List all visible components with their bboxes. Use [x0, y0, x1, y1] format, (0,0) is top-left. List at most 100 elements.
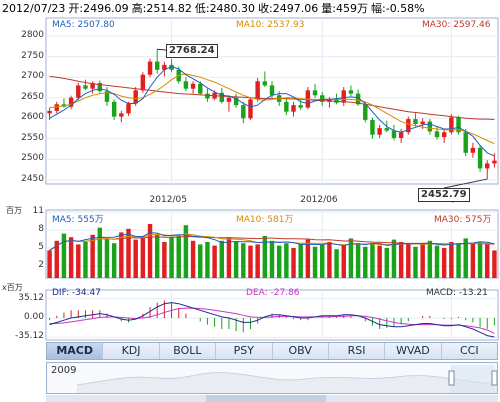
volume-bar — [348, 238, 354, 278]
candle-body — [90, 82, 95, 89]
candle-body — [183, 81, 189, 89]
candle-body — [233, 97, 239, 106]
price-ma30-legend: MA30: 2597.46 — [422, 20, 491, 30]
candle-body — [111, 101, 117, 117]
price-ma5-legend: MA5: 2507.80 — [52, 20, 115, 30]
candle-body — [470, 147, 476, 153]
dea-line — [49, 307, 495, 334]
candle-body — [262, 81, 268, 86]
price-tick-label: 2650 — [21, 91, 44, 102]
volume-tick-label: 5 — [38, 242, 44, 252]
volume-ma10-legend: MA10: 581万 — [236, 215, 294, 225]
candle-body — [377, 128, 382, 135]
tab-wvad[interactable]: WVAD — [385, 343, 442, 359]
high-marker-line — [157, 48, 167, 51]
candle-body — [226, 97, 232, 102]
candle-body — [97, 82, 103, 92]
volume-bar — [198, 244, 203, 278]
volume-bar — [97, 227, 103, 278]
tab-macd[interactable]: MACD — [47, 343, 104, 359]
stock-chart — [45, 17, 499, 341]
ma5-line — [49, 65, 495, 157]
volume-bar — [312, 246, 318, 278]
volume-bar — [355, 243, 361, 278]
navigator-year: 2009 — [51, 365, 77, 376]
range-navigator[interactable]: 2009 — [46, 362, 498, 394]
price-tick-label: 2500 — [21, 153, 44, 164]
volume-bar — [212, 245, 217, 278]
tab-rsi[interactable]: RSI — [329, 343, 386, 359]
macd-value-legend: MACD: -13.21 — [426, 288, 488, 298]
navigator-scrollbar[interactable] — [46, 395, 498, 402]
candle-body — [477, 147, 483, 169]
volume-bar — [319, 244, 325, 278]
candle-body — [384, 128, 390, 131]
macd-dif-legend: DIF: -34.47 — [52, 288, 101, 298]
candle-body — [492, 160, 497, 164]
volume-bar — [226, 237, 232, 278]
volume-bar — [384, 248, 390, 278]
indicator-tabs: MACD KDJ BOLL PSY OBV RSI WVAD CCI — [46, 342, 498, 360]
price-tick-label: 2550 — [21, 132, 44, 143]
candle-body — [370, 119, 375, 135]
candle-body — [355, 93, 361, 105]
candle-body — [413, 119, 418, 125]
candle-body — [219, 92, 225, 102]
volume-bar — [427, 240, 433, 278]
panel-frame — [45, 289, 499, 341]
volume-bar — [492, 250, 497, 278]
candle-body — [363, 104, 368, 120]
volume-bar — [147, 224, 153, 278]
volume-bar — [190, 240, 196, 278]
volume-bar — [140, 238, 146, 278]
candle-body — [391, 130, 397, 138]
open-value: 2496.09 — [83, 2, 129, 15]
volume-bar — [434, 245, 440, 278]
candle-body — [133, 90, 138, 104]
price-tick-label: 2750 — [21, 50, 44, 61]
change-value: -0.58% — [385, 2, 425, 15]
macd-tick-label: 35.12 — [18, 292, 44, 303]
volume-bar — [441, 248, 447, 278]
low-marker-line — [443, 178, 488, 189]
tab-boll[interactable]: BOLL — [160, 343, 217, 359]
volume-bar — [68, 237, 74, 278]
volume-bar — [485, 244, 490, 278]
volume-unit-label: 百万 — [6, 206, 22, 215]
candle-body — [198, 83, 203, 94]
x-tick-label: 2012/05 — [149, 195, 187, 205]
tab-kdj[interactable]: KDJ — [103, 343, 160, 359]
period-low-label: 2452.79 — [418, 188, 470, 202]
volume-bar — [255, 244, 260, 278]
candle-body — [154, 61, 160, 70]
candle-body — [147, 61, 153, 75]
candle-body — [427, 121, 433, 132]
navigator-scroll-thumb[interactable] — [206, 395, 326, 402]
candle-body — [119, 113, 124, 117]
high-value: 2514.82 — [146, 2, 192, 15]
volume-bar — [334, 249, 339, 278]
ma10-line — [49, 73, 495, 145]
period-high-label: 2768.24 — [166, 44, 218, 58]
close-label: 收: — [258, 2, 273, 15]
candle-body — [319, 95, 325, 102]
tab-psy[interactable]: PSY — [216, 343, 273, 359]
tab-cci[interactable]: CCI — [460, 344, 479, 357]
candle-body — [205, 93, 210, 99]
candle-body — [456, 117, 461, 133]
volume-bar — [262, 236, 268, 278]
volume-bar — [284, 243, 289, 278]
price-tick-label: 2700 — [21, 71, 44, 82]
tab-obv[interactable]: OBV — [273, 343, 329, 359]
candle-body — [485, 163, 490, 169]
volume-tick-label: 2 — [38, 260, 44, 270]
candle-body — [291, 105, 296, 112]
volume-bar — [470, 243, 476, 278]
volume-value: 459万 — [336, 2, 368, 15]
volume-tick-label: 8 — [38, 224, 44, 234]
volume-bar — [90, 234, 95, 278]
candle-body — [312, 90, 318, 96]
x-tick-label: 2012/06 — [300, 195, 338, 205]
candle-body — [126, 103, 131, 114]
volume-bar — [398, 242, 404, 278]
